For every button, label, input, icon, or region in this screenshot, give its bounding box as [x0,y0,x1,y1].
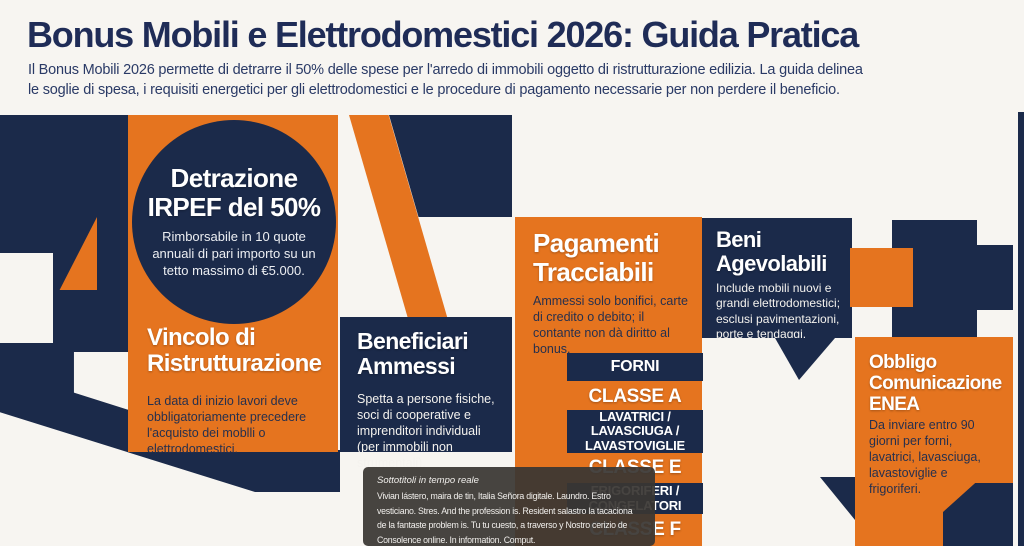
enea-title: Obbligo Comunicazione ENEA [869,352,1002,416]
pagamenti-title: Pagamenti Tracciabili [533,228,660,287]
beneficiari-body: Spetta a persone fisiche, soci di cooper… [357,392,495,470]
appliance-class-a: CLASSE A [588,386,682,407]
card-beni-agevolabili: Beni Agevolabili Include mobili nuovi e … [702,218,852,341]
beni-title: Beni Agevolabili [716,227,827,277]
vincolo-title-line1: Vincolo di [147,324,256,351]
page-title: Bonus Mobili e Elettrodomestici 2026: Gu… [27,14,859,55]
caption-line: vesticiano. Stres. And the profession is… [377,505,633,516]
detrazione-title-line1: Detrazione [170,163,299,193]
detrazione-title-line2: IRPEF del 50% [147,191,321,222]
vincolo-body: La data di inizio lavori deve obbligator… [147,394,307,456]
appliance-lavatrici-line1: LAVATRICI / [599,409,671,425]
card-detrazione-irpef-circle: Detrazione IRPEF del 50% Rimborsabile in… [132,120,336,324]
appliance-bar-forni: FORNI [567,353,703,381]
enea-title-line2: Comunicazione [869,372,1002,394]
beneficiari-title-line2: Ammessi [357,353,456,380]
pagamenti-title-line2: Tracciabili [533,256,654,287]
deco-navy-square [255,450,340,492]
beni-title-line1: Beni [716,227,762,252]
beni-body: Include mobili nuovi e grandi elettrodom… [716,281,841,342]
enea-title-line1: Obbligo [869,352,937,373]
live-captions-title: Sottotitoli in tempo reale [377,475,479,486]
page-subtitle-line1: Il Bonus Mobili 2026 permette di detrarr… [28,62,863,78]
detrazione-body: Rimborsabile in 10 quote annuali di pari… [152,229,316,278]
page-subtitle-line2: le soglie di spesa, i requisiti energeti… [28,82,840,98]
caption-line: Consolence online. In information. Compu… [377,534,536,545]
deco-navy-sliver [843,222,850,337]
deco-navy-triangle-left-of-enea [820,477,855,520]
beneficiari-title: Beneficiari Ammessi [357,328,469,380]
enea-body: Da inviare entro 90 giorni per forni, la… [869,418,981,496]
pagamenti-body: Ammessi solo bonifici, carte di credito … [533,294,688,356]
appliance-lavatrici-line3: LAVASTOVIGLIE [585,437,685,453]
deco-navy-block-far-right [977,245,1013,310]
caption-line: de la fantaste problem is. Tu tu cuesto,… [377,520,628,530]
beni-title-line2: Agevolabili [716,251,827,277]
deco-right-edge-strip [1018,112,1024,546]
live-captions-window[interactable]: Sottotitoli in tempo reale Vivian láster… [363,467,655,546]
detrazione-title: Detrazione IRPEF del 50% [132,164,336,221]
appliance-forni-label: FORNI [610,358,660,375]
appliance-lavatrici-line2: LAVASCIUGA / [590,423,680,439]
deco-white-notch [0,253,53,343]
card-beneficiari-ammessi: Beneficiari Ammessi Spetta a persone fis… [340,317,512,470]
pagamenti-title-line1: Pagamenti [533,228,660,258]
deco-orange-square [850,248,913,307]
appliance-bar-lavatrici: LAVATRICI / LAVASCIUGA / LAVASTOVIGLIE [567,410,703,453]
beni-panel-tail [775,338,835,380]
vincolo-title: Vincolo di Ristrutturazione [147,324,322,378]
vincolo-title-line2: Ristrutturazione [147,350,322,378]
beneficiari-title-line1: Beneficiari [357,328,469,354]
caption-line: Vivian lástero, maira de tin, Italia Señ… [377,491,611,501]
enea-title-line3: ENEA [869,393,920,415]
